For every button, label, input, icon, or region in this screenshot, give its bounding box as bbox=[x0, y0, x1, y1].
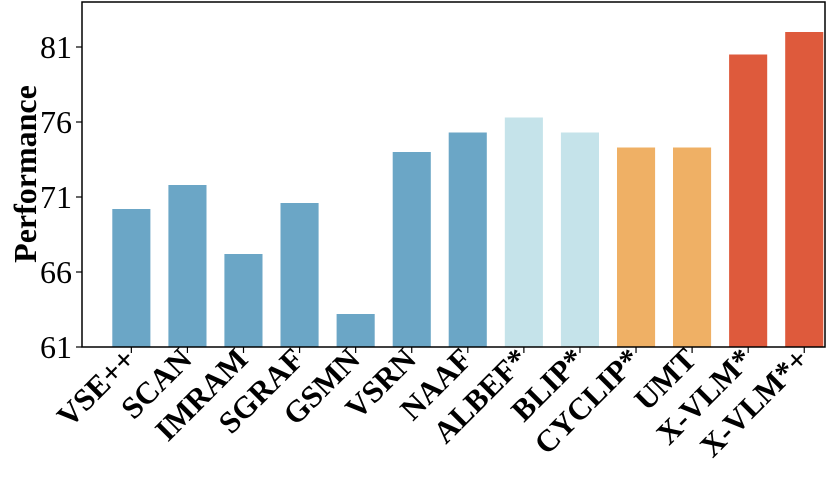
bar-sgraf bbox=[280, 203, 319, 347]
y-tick-label: 76 bbox=[40, 104, 72, 140]
bar-x-vlm bbox=[785, 32, 824, 347]
y-tick-label: 61 bbox=[40, 329, 72, 365]
y-tick-label: 81 bbox=[40, 29, 72, 65]
bar-umt bbox=[673, 147, 712, 347]
bar-naaf bbox=[448, 132, 487, 347]
bars-group bbox=[112, 32, 824, 347]
bar-vsrn bbox=[392, 152, 431, 347]
y-axis-label: Performance bbox=[7, 85, 43, 263]
bar-albef bbox=[504, 117, 543, 347]
x-axis: VSE++SCANIMRAMSGRAFGSMNVSRNNAAFALBEF*BLI… bbox=[50, 341, 815, 464]
bar-x-vlm bbox=[729, 54, 768, 347]
bar-vse bbox=[112, 209, 151, 347]
bar-blip bbox=[560, 132, 599, 347]
plot-frame bbox=[81, 1, 826, 348]
bar-scan bbox=[168, 185, 207, 347]
bar-imram bbox=[224, 254, 263, 347]
y-tick-label: 66 bbox=[40, 254, 72, 290]
bar-cyclip bbox=[617, 147, 656, 347]
y-tick-label: 71 bbox=[40, 179, 72, 215]
bar-gsmn bbox=[336, 314, 375, 347]
y-axis: 61 66 71 76 81 bbox=[40, 29, 82, 365]
